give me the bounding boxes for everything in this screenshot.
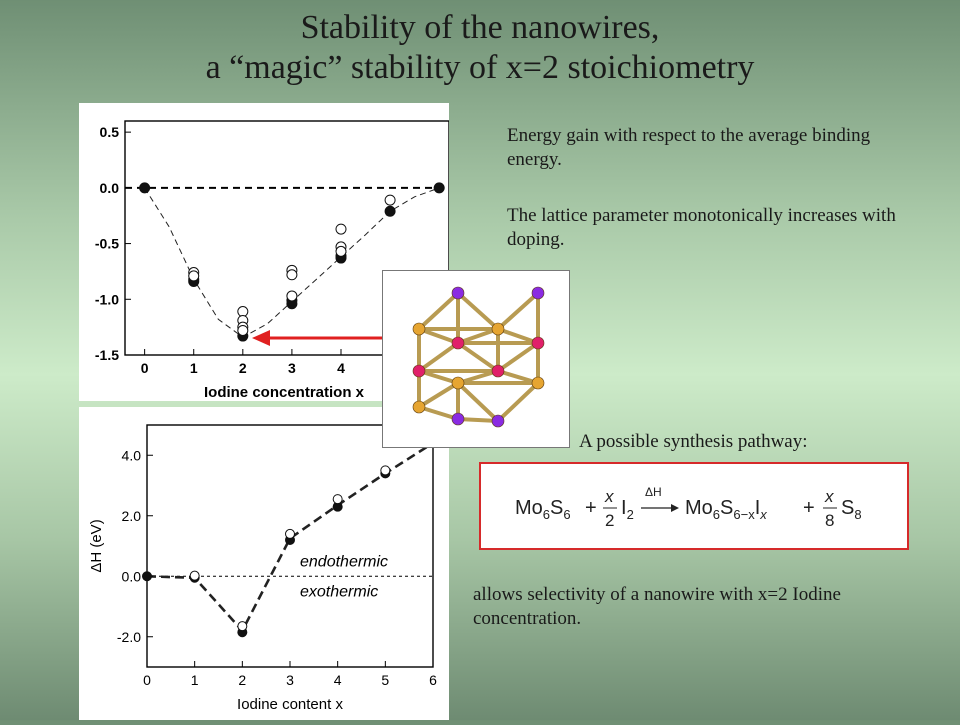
eq-denominator-2: 2 <box>605 511 614 530</box>
y-axis-label: ΔH (eV) <box>88 519 105 572</box>
sulfur-atom <box>531 376 545 390</box>
data-point-open <box>188 270 200 282</box>
mixed-atom <box>412 364 426 378</box>
plot-frame <box>146 424 434 668</box>
atom-bond <box>417 341 460 373</box>
synthesis-heading: A possible synthesis pathway: <box>579 431 808 452</box>
x-tick-label: 4 <box>337 360 345 376</box>
eq-arrow-label: ΔH <box>645 485 662 499</box>
enthalpy-chart: 0 1 2 3 4 5 6 4.0 2.0 0.0 -2.0 Iodine content x ΔH (… <box>79 407 449 720</box>
y-tick-label: 0.0 <box>100 180 120 196</box>
atom-bond <box>456 291 500 331</box>
data-point-open <box>335 223 347 235</box>
title-line-2: a “magic” stability of x=2 stoichiometry <box>205 49 755 86</box>
enthalpy-chart-svg: 0 1 2 3 4 5 6 4.0 2.0 0.0 -2.0 Iodine content x ΔH (… <box>88 424 437 713</box>
data-point-open <box>189 570 200 581</box>
x-tick-label: 3 <box>288 360 296 376</box>
eq-denominator-8: 8 <box>825 511 834 530</box>
iodine-atom <box>451 412 465 426</box>
x-tick-label: 4 <box>334 672 342 688</box>
data-point-open <box>335 245 347 257</box>
eq-s8: S8 <box>841 497 862 522</box>
data-point-filled <box>139 182 151 194</box>
atom-bond <box>456 417 500 423</box>
atom-bond <box>456 341 500 373</box>
atom-bond <box>456 381 500 423</box>
title-line-1: Stability of the nanowires, <box>300 9 660 46</box>
sulfur-atom <box>451 376 465 390</box>
iodine-atom <box>531 286 545 300</box>
pointer-arrow <box>252 330 386 346</box>
sulfur-atom <box>412 322 426 336</box>
x-axis-label: Iodine concentration x <box>204 384 365 401</box>
nanowire-structure-image <box>382 270 570 448</box>
atom-bond <box>496 327 540 345</box>
x-tick-label: 1 <box>190 360 198 376</box>
x-tick-label: 6 <box>429 672 437 688</box>
x-tick-label: 5 <box>381 672 389 688</box>
sulfur-atom <box>491 322 505 336</box>
eq-iodine: I2 <box>621 497 634 522</box>
data-point-open <box>237 621 248 632</box>
nanowire-structure-svg <box>412 286 545 428</box>
x-tick-label: 2 <box>238 672 246 688</box>
sulfur-atom <box>412 400 426 414</box>
iodine-atom <box>491 414 505 428</box>
data-point-filled <box>384 205 396 217</box>
equation-svg: Mo6S6 + x 2 I2 ΔH Mo6S6−xIx + x 8 S8 <box>515 485 862 530</box>
data-point-open <box>380 465 391 476</box>
eq-mo6s6-left: Mo6S6 <box>515 497 571 522</box>
synthesis-equation: Mo6S6 + x 2 I2 ΔH Mo6S6−xIx + x 8 S8 <box>479 462 909 550</box>
lattice-note: The lattice parameter monotonically incr… <box>507 205 896 250</box>
y-tick-label: 0.5 <box>100 124 120 140</box>
endothermic-annotation: endothermic <box>300 553 388 570</box>
x-axis-label: Iodine content x <box>237 696 343 713</box>
atom-bond <box>496 291 540 331</box>
y-tick-label: 4.0 <box>122 447 142 463</box>
x-tick-label: 0 <box>143 672 151 688</box>
data-point-open <box>286 269 298 281</box>
selectivity-note: allows selectivity of a nanowire with x=… <box>473 584 841 629</box>
data-point-open <box>384 194 396 206</box>
slide-title: Stability of the nanowires, a “magic” st… <box>0 8 960 88</box>
eq-plus-1: + <box>585 497 597 519</box>
eq-x-numerator-2: x <box>824 487 834 506</box>
y-tick-label: -0.5 <box>95 236 119 252</box>
y-tick-label: -1.0 <box>95 291 119 307</box>
y-tick-label: 2.0 <box>122 508 142 524</box>
atom-bond <box>417 327 460 345</box>
y-tick-label: -1.5 <box>95 347 119 363</box>
atom-bond <box>456 327 500 345</box>
x-tick-label: 0 <box>141 360 149 376</box>
data-point-open <box>285 528 295 539</box>
y-tick-label: 0.0 <box>122 568 142 584</box>
x-tick-label: 3 <box>286 672 294 688</box>
mixed-atom <box>451 336 465 350</box>
data-point-filled <box>433 182 445 194</box>
atom-bond <box>496 381 540 423</box>
x-tick-label: 1 <box>191 672 199 688</box>
atom-bond <box>417 291 460 331</box>
eq-plus-2: + <box>803 497 815 519</box>
eq-x-numerator-1: x <box>604 487 614 506</box>
eq-mo6s6-right: Mo6S6−xIx <box>685 497 767 522</box>
atom-bond <box>417 405 460 421</box>
iodine-atom <box>451 286 465 300</box>
energy-gain-note: Energy gain with respect to the average … <box>507 125 871 170</box>
data-point-open <box>237 324 249 336</box>
eq-reaction-arrowhead <box>671 504 679 512</box>
mixed-atom <box>531 336 545 350</box>
data-point-filled <box>142 571 152 582</box>
data-point-open <box>332 494 343 505</box>
mixed-atom <box>491 364 505 378</box>
x-tick-label: 2 <box>239 360 247 376</box>
data-point-open <box>286 290 298 302</box>
atom-bond <box>417 381 460 409</box>
y-tick-label: -2.0 <box>117 629 141 645</box>
atom-bond <box>496 341 540 373</box>
exothermic-annotation: exothermic <box>300 583 378 600</box>
